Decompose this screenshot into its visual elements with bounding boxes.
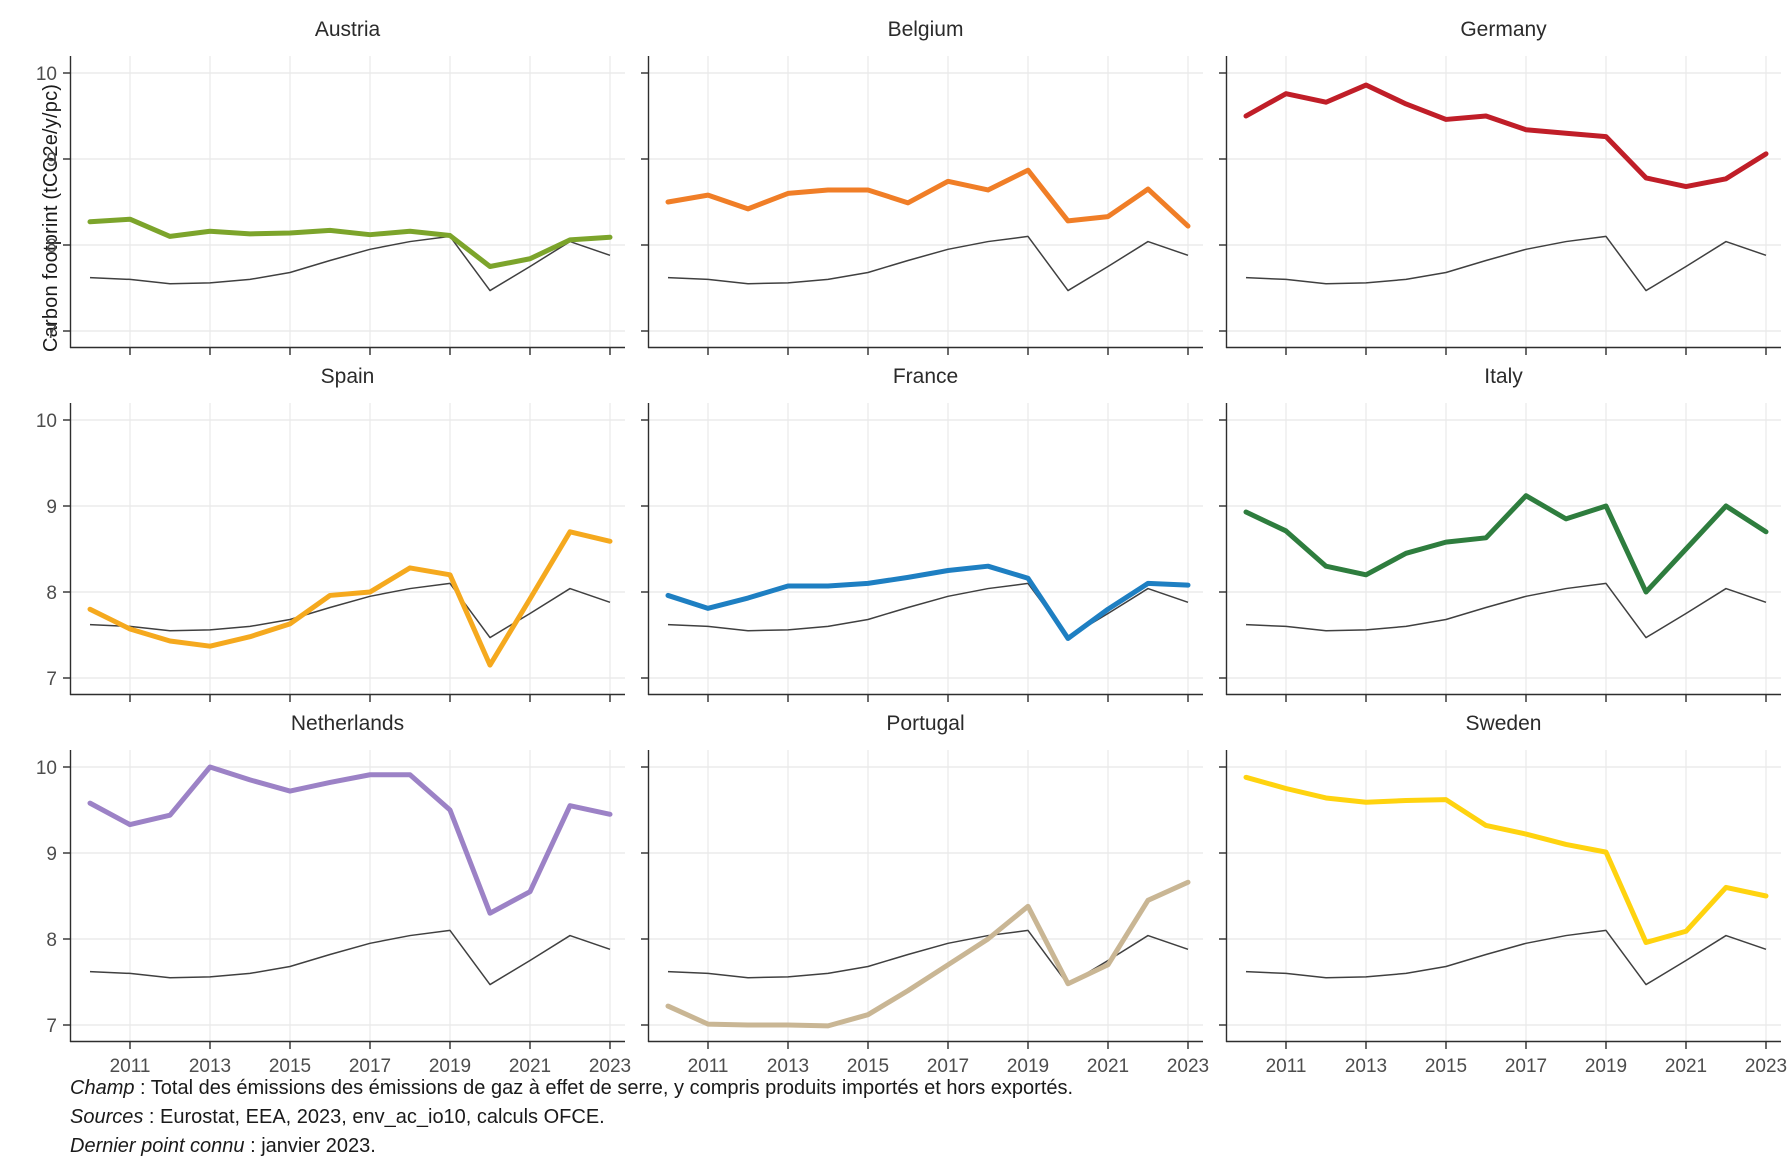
facet-plot-belgium bbox=[641, 56, 1203, 355]
facet-title-austria: Austria bbox=[314, 18, 381, 41]
y-tick-label: 7 bbox=[46, 322, 57, 343]
facet-title-italy: Italy bbox=[1484, 365, 1523, 388]
x-tick-label: 2023 bbox=[1745, 1056, 1787, 1077]
y-tick-label: 8 bbox=[46, 236, 57, 257]
x-tick-label: 2013 bbox=[767, 1056, 809, 1077]
facet-panel-austria: Austria 10 9 8 7 bbox=[36, 18, 625, 355]
y-tick-label: 9 bbox=[46, 150, 57, 171]
facet-panel-sweden: Sweden 2011 2013 2015 2017 2019 2021 2023 bbox=[1219, 712, 1787, 1077]
x-tick-label: 2013 bbox=[1345, 1056, 1387, 1077]
reference-line bbox=[667, 582, 1189, 639]
y-tick-label: 9 bbox=[46, 497, 57, 518]
x-tick-label: 2017 bbox=[349, 1056, 391, 1077]
footnote-sources-label: Sources bbox=[70, 1106, 144, 1128]
x-tick-label: 2015 bbox=[847, 1056, 889, 1077]
x-tick-label: 2015 bbox=[1425, 1056, 1467, 1077]
x-tick-label: 2017 bbox=[927, 1056, 969, 1077]
country-line-spain bbox=[87, 529, 613, 668]
y-tick-label: 8 bbox=[46, 583, 57, 604]
facet-panel-portugal: Portugal 2011 2013 2015 2017 2019 2021 2023 bbox=[641, 712, 1209, 1077]
footnote-sources-text: : Eurostat, EEA, 2023, env_ac_io10, calc… bbox=[143, 1106, 605, 1128]
x-tick-label: 2021 bbox=[1087, 1056, 1129, 1077]
country-line-belgium bbox=[665, 167, 1191, 229]
facet-title-belgium: Belgium bbox=[887, 18, 964, 41]
x-tick-label: 2019 bbox=[429, 1056, 471, 1077]
facet-panel-germany: Germany bbox=[1219, 18, 1781, 355]
footnote-last-point-label: Dernier point connu bbox=[70, 1135, 245, 1157]
facet-plot-spain: 10 9 8 7 bbox=[36, 403, 625, 702]
facet-panel-netherlands: Netherlands 10 9 8 7 2011 2013 2015 2017 2019 2021… bbox=[36, 712, 631, 1077]
y-tick-label: 9 bbox=[46, 844, 57, 865]
facet-title-spain: Spain bbox=[320, 365, 375, 388]
facet-title-netherlands: Netherlands bbox=[290, 712, 405, 735]
facet-title-germany: Germany bbox=[1460, 18, 1547, 41]
reference-line bbox=[1245, 235, 1767, 292]
y-tick-label: 10 bbox=[36, 64, 57, 85]
footnote-last-point: Dernier point connu : janvier 2023. bbox=[70, 1132, 1073, 1161]
country-line-netherlands bbox=[87, 764, 613, 916]
reference-line bbox=[89, 929, 611, 986]
x-tick-label: 2021 bbox=[509, 1056, 551, 1077]
country-line-austria bbox=[87, 216, 613, 269]
reference-line bbox=[667, 929, 1189, 986]
y-tick-label: 7 bbox=[46, 1016, 57, 1037]
y-tick-label: 8 bbox=[46, 930, 57, 951]
facet-plot-austria: 10 9 8 7 bbox=[36, 56, 625, 355]
x-tick-label: 2013 bbox=[189, 1056, 231, 1077]
facet-plot-portugal: 2011 2013 2015 2017 2019 2021 2023 bbox=[641, 750, 1209, 1077]
facet-plot-sweden: 2011 2013 2015 2017 2019 2021 2023 bbox=[1219, 750, 1787, 1077]
country-line-portugal bbox=[665, 879, 1191, 1029]
footnote-sources: Sources : Eurostat, EEA, 2023, env_ac_io… bbox=[70, 1103, 1073, 1132]
footnotes: Champ : Total des émissions des émission… bbox=[70, 1074, 1073, 1161]
country-line-italy bbox=[1243, 493, 1769, 595]
facet-title-portugal: Portugal bbox=[886, 712, 965, 735]
x-tick-label: 2023 bbox=[1167, 1056, 1209, 1077]
reference-line bbox=[1245, 929, 1767, 986]
x-tick-label: 2019 bbox=[1007, 1056, 1049, 1077]
facet-panel-spain: Spain 10 9 8 7 bbox=[36, 365, 625, 702]
x-tick-label: 2011 bbox=[1266, 1056, 1307, 1077]
y-tick-label: 7 bbox=[46, 669, 57, 690]
facet-title-france: France bbox=[892, 365, 959, 388]
reference-line bbox=[1245, 582, 1767, 639]
y-tick-label: 10 bbox=[36, 411, 57, 432]
footnote-last-point-text: : janvier 2023. bbox=[244, 1135, 376, 1157]
facet-panel-italy: Italy bbox=[1219, 365, 1781, 702]
facet-panel-france: France bbox=[641, 365, 1203, 702]
reference-line bbox=[89, 235, 611, 292]
footnote-champ-label: Champ bbox=[70, 1077, 135, 1099]
x-tick-label: 2015 bbox=[269, 1056, 311, 1077]
facet-title-sweden: Sweden bbox=[1465, 712, 1542, 735]
x-tick-label: 2023 bbox=[589, 1056, 631, 1077]
facet-plot-france bbox=[641, 403, 1203, 702]
x-tick-label: 2017 bbox=[1505, 1056, 1547, 1077]
y-axis-title: Carbon footprint (tCO2e/y/pc) bbox=[40, 83, 62, 352]
facet-panel-belgium: Belgium bbox=[641, 18, 1203, 355]
country-line-sweden bbox=[1243, 774, 1769, 945]
facet-plot-netherlands: 10 9 8 7 2011 2013 2015 2017 2019 2021 2023 bbox=[36, 750, 631, 1077]
country-line-germany bbox=[1243, 82, 1769, 190]
x-tick-label: 2011 bbox=[110, 1056, 151, 1077]
x-tick-label: 2011 bbox=[688, 1056, 729, 1077]
footnote-champ: Champ : Total des émissions des émission… bbox=[70, 1074, 1073, 1103]
reference-line bbox=[89, 582, 611, 639]
footnote-champ-text: : Total des émissions des émissions de g… bbox=[134, 1077, 1074, 1099]
y-tick-label: 10 bbox=[36, 758, 57, 779]
reference-line bbox=[667, 235, 1189, 292]
x-tick-label: 2019 bbox=[1585, 1056, 1627, 1077]
facet-plot-germany bbox=[1219, 56, 1781, 355]
x-tick-label: 2021 bbox=[1665, 1056, 1707, 1077]
country-line-france bbox=[665, 563, 1191, 641]
facet-plot-italy bbox=[1219, 403, 1781, 702]
